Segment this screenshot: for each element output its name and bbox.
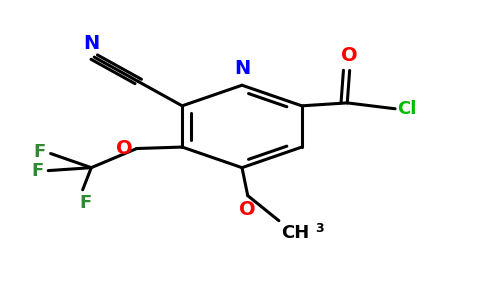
Text: O: O: [240, 200, 256, 219]
Text: Cl: Cl: [397, 100, 417, 118]
Text: N: N: [84, 34, 100, 53]
Text: N: N: [234, 59, 250, 78]
Text: CH: CH: [281, 224, 309, 242]
Text: F: F: [31, 162, 44, 180]
Text: F: F: [79, 194, 91, 212]
Text: 3: 3: [315, 222, 323, 235]
Text: O: O: [116, 139, 133, 158]
Text: F: F: [33, 143, 46, 161]
Text: O: O: [341, 46, 358, 65]
